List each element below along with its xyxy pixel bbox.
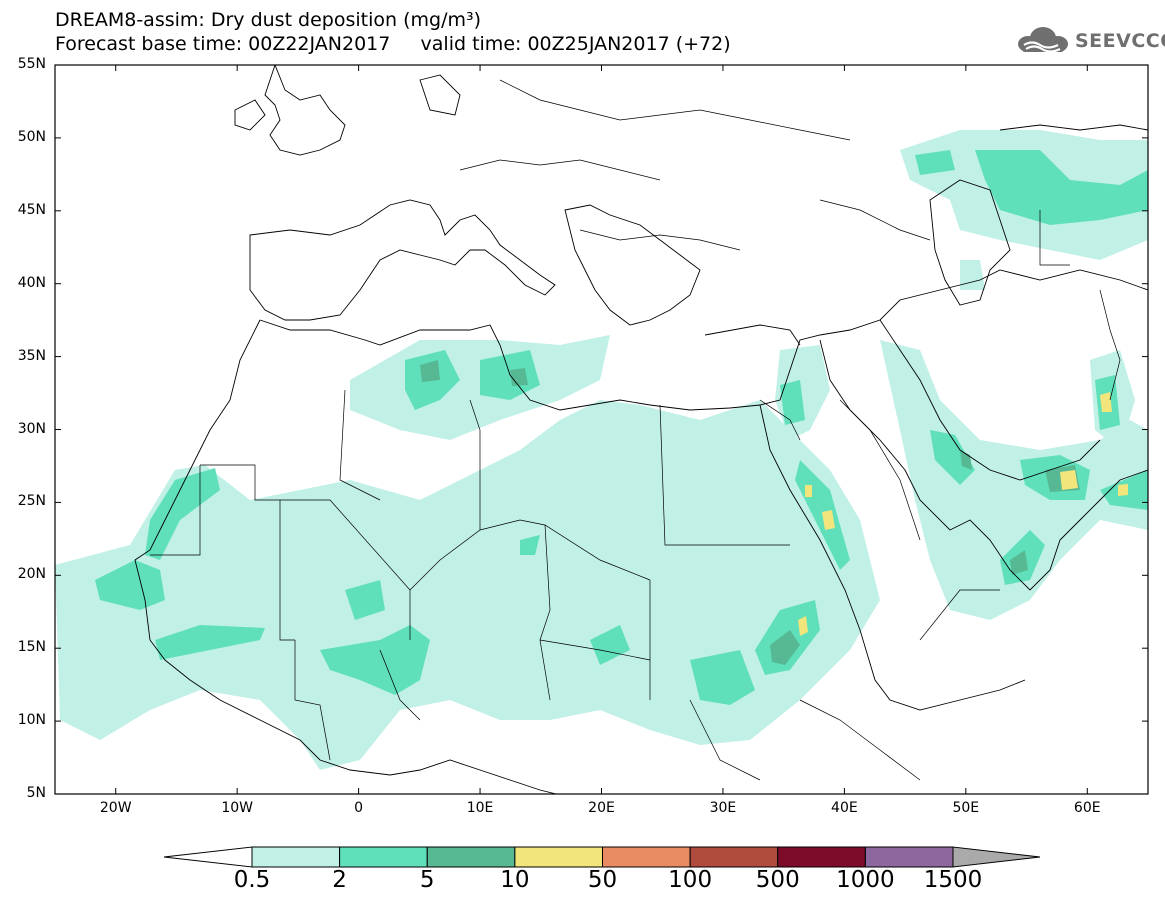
longitude-label: 10W (221, 800, 253, 816)
latitude-label: 45N (17, 201, 46, 218)
longitude-label: 40E (831, 800, 858, 816)
latitude-label: 40N (17, 274, 46, 291)
latitude-label: 50N (17, 128, 46, 145)
colorbar-box (602, 846, 691, 868)
colorbar-label: 1000 (836, 867, 895, 893)
colorbar-box (777, 846, 866, 868)
colorbar-box (426, 846, 516, 868)
dust-level-10 (798, 392, 1128, 636)
latitude-label: 10N (17, 712, 46, 729)
colorbar-label: 0.5 (233, 867, 271, 893)
colorbar-box (339, 846, 428, 868)
colorbar-over-triangle (952, 846, 1041, 868)
colorbar-box (864, 846, 954, 868)
forecast-time-subtitle: Forecast base time: 00Z22JAN2017 valid t… (55, 33, 731, 55)
country-borders (150, 79, 1121, 781)
colorbar-box (514, 846, 603, 868)
axis-ticks (55, 64, 1148, 795)
colorbar-under-triangle (163, 846, 253, 868)
longitude-label: 50E (952, 800, 980, 816)
colorbar-label: 2 (332, 867, 347, 893)
longitude-label: 0 (354, 800, 364, 816)
longitude-label: 20E (588, 800, 615, 816)
logo-text: SEEVCCC (1075, 30, 1165, 52)
longitude-label: 60E (1073, 800, 1101, 816)
colorbar-label: 10 (500, 867, 530, 893)
colorbar-box (251, 846, 341, 868)
longitude-label: 30E (709, 800, 737, 816)
latitude-label: 25N (17, 493, 46, 510)
colorbar-label: 50 (587, 867, 618, 893)
map-title: DREAM8-assim: Dry dust deposition (mg/m³… (55, 9, 482, 31)
colorbar-label: 500 (755, 867, 800, 893)
latitude-label: 30N (17, 420, 46, 437)
latitude-label: 15N (17, 639, 46, 656)
latitude-label: 55N (17, 56, 46, 72)
colorbar-label: 5 (419, 867, 435, 893)
colorbar-label: 100 (668, 867, 713, 893)
seevccc-logo (1018, 27, 1068, 53)
colorbar-box (689, 846, 779, 868)
longitude-label: 10E (466, 800, 494, 816)
coastlines (134, 65, 1148, 794)
latitude-label: 35N (17, 347, 46, 364)
colorbar-label: 1500 (923, 867, 983, 893)
longitude-label: 20W (99, 800, 132, 816)
latitude-label: 5N (26, 785, 46, 801)
latitude-label: 20N (17, 566, 46, 583)
